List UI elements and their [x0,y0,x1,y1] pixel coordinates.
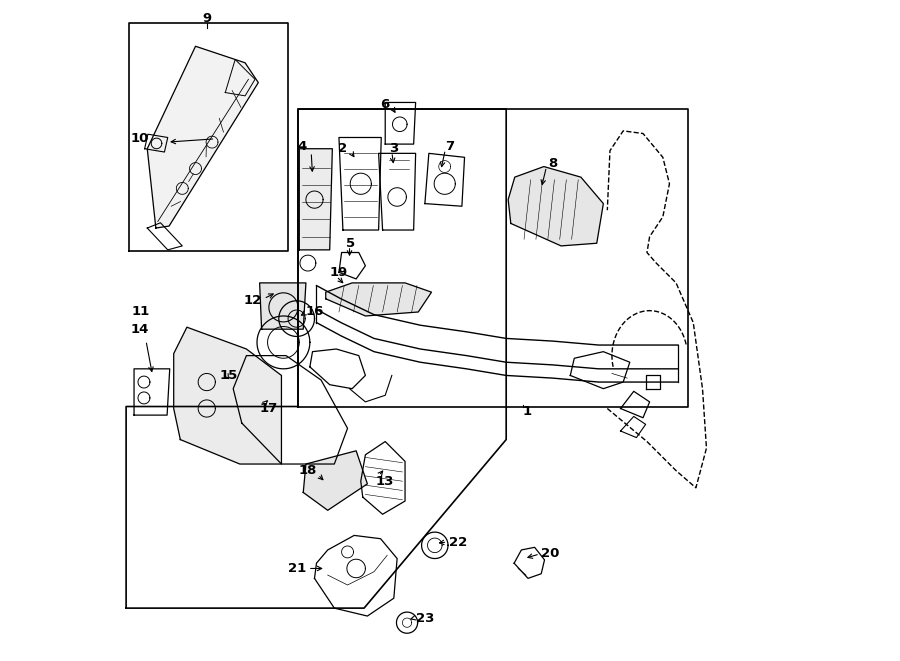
Text: 7: 7 [445,140,454,153]
Text: 19: 19 [329,266,348,279]
Text: 5: 5 [346,237,355,250]
Text: 4: 4 [297,140,307,153]
Text: 12: 12 [244,294,262,307]
Polygon shape [300,149,332,250]
Polygon shape [148,46,258,228]
Text: 8: 8 [548,157,557,171]
Text: 1: 1 [523,405,532,418]
Text: 22: 22 [449,535,467,549]
Text: 10: 10 [130,132,148,145]
Text: 17: 17 [259,402,278,415]
Text: 11: 11 [131,305,149,319]
Text: 21: 21 [288,562,307,575]
Text: 9: 9 [202,12,212,25]
Polygon shape [303,451,367,510]
Text: 2: 2 [338,142,347,155]
Text: 13: 13 [376,475,394,488]
Polygon shape [508,167,603,246]
Text: 14: 14 [130,323,148,336]
Text: 23: 23 [416,611,434,625]
Polygon shape [326,283,431,316]
Text: 15: 15 [220,369,238,382]
Text: 3: 3 [389,142,399,155]
Text: 16: 16 [306,305,324,319]
Text: 6: 6 [380,98,389,111]
Polygon shape [259,283,306,329]
Text: 18: 18 [298,464,317,477]
Polygon shape [174,327,282,464]
Text: 20: 20 [541,547,560,561]
